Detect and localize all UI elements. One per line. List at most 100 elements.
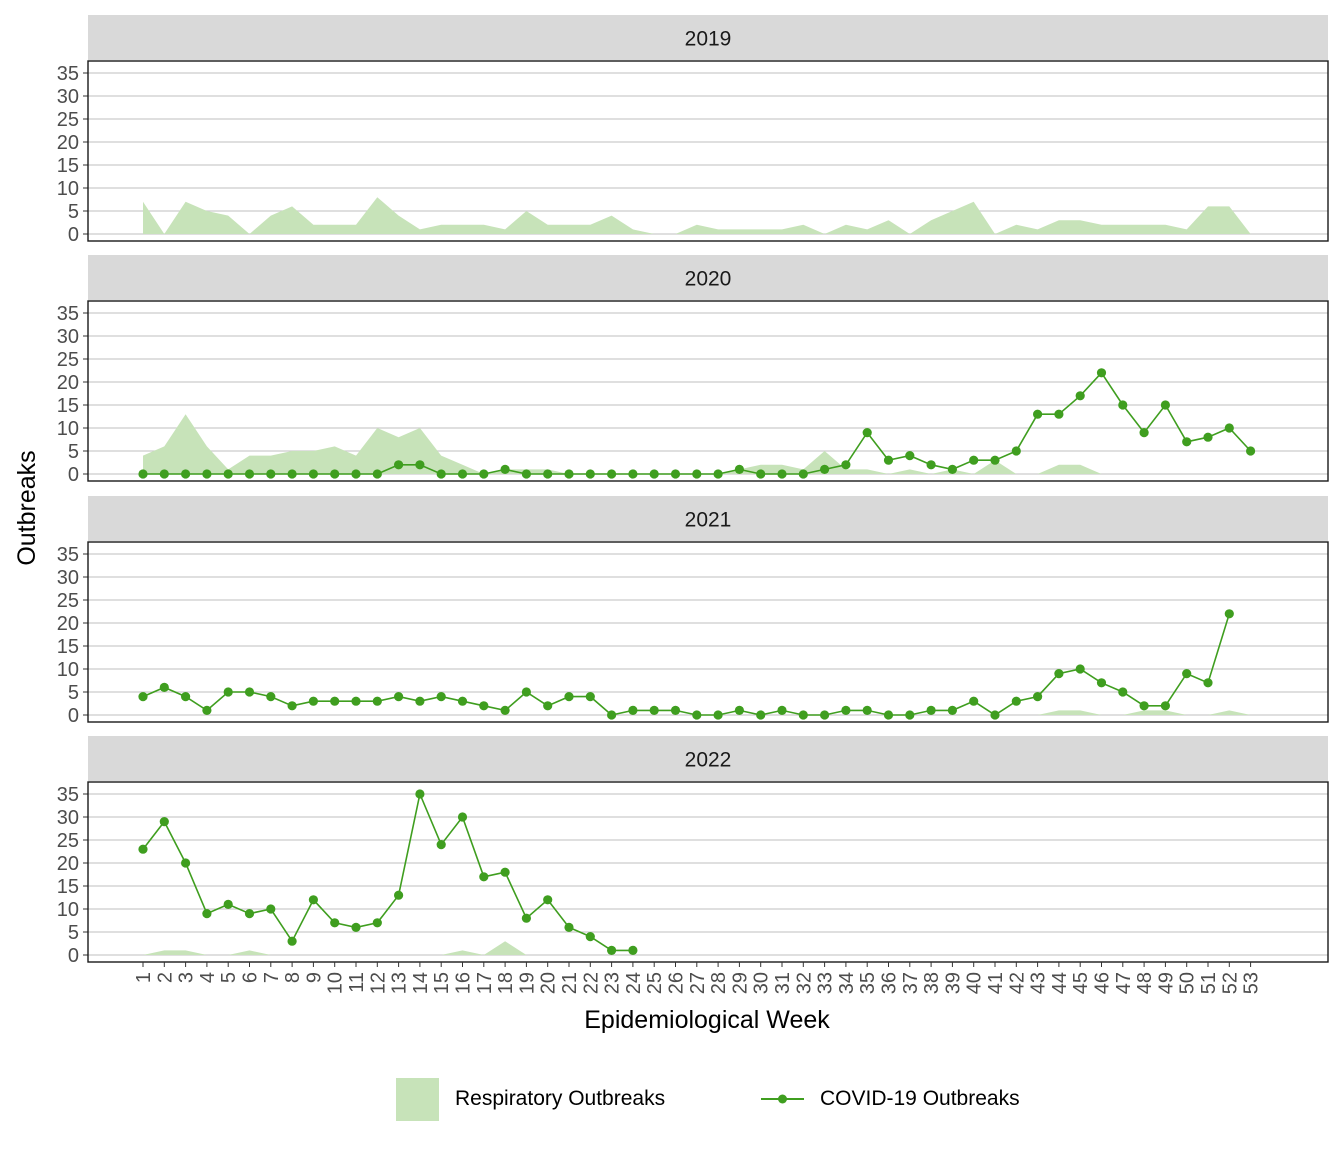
y-axis-title: Outbreaks	[13, 450, 41, 565]
x-tick-label: 14	[410, 972, 432, 994]
covid-point	[1054, 409, 1064, 419]
x-tick-label: 47	[1113, 972, 1135, 994]
covid-point	[372, 696, 382, 706]
legend-label-covid: COVID-19 Outbreaks	[820, 1087, 1020, 1110]
x-axis: 1 2 3 4 5 6 7 8 9 10 11 12 13 14 15 16 17 18 19 20 21 22 23 24 2…	[133, 962, 1263, 994]
covid-point	[266, 692, 276, 702]
respiratory-area	[143, 197, 1251, 234]
respiratory-area	[143, 941, 1251, 955]
x-tick-label: 36	[879, 972, 901, 994]
y-tick-label: 0	[68, 945, 79, 967]
covid-point	[1033, 409, 1043, 419]
y-tick-label: 25	[57, 830, 79, 852]
panel-strip-label: 2019	[685, 28, 732, 51]
covid-point	[308, 469, 318, 479]
covid-point	[266, 469, 276, 479]
covid-point	[969, 455, 979, 465]
y-tick-label: 35	[57, 303, 79, 325]
y-tick-label: 20	[57, 372, 79, 394]
covid-point	[1203, 678, 1213, 688]
y-tick-label: 5	[68, 201, 79, 223]
panel-strip	[88, 255, 1328, 300]
covid-point	[947, 464, 958, 474]
covid-point	[670, 705, 681, 716]
covid-point	[159, 682, 169, 693]
covid-point	[479, 872, 489, 882]
covid-line	[142, 613, 1231, 716]
covid-point	[223, 687, 233, 697]
covid-point	[202, 909, 212, 919]
covid-point	[1203, 432, 1213, 442]
covid-point	[1011, 446, 1021, 456]
covid-point	[607, 945, 617, 956]
y-tick-label: 20	[57, 613, 79, 635]
x-tick-label: 42	[1006, 972, 1028, 994]
x-tick-label: 45	[1070, 972, 1092, 994]
y-tick-label: 30	[57, 326, 79, 348]
panel-strip	[88, 496, 1328, 541]
covid-point	[543, 469, 553, 479]
covid-point	[394, 692, 404, 702]
y-tick-label: 10	[57, 659, 79, 681]
covid-point	[159, 817, 169, 827]
y-tick-label: 5	[68, 922, 79, 944]
covid-point	[926, 460, 936, 470]
y-tick-label: 5	[68, 441, 79, 463]
covid-point	[436, 469, 446, 479]
y-tick-label: 15	[57, 395, 79, 417]
covid-point	[1075, 664, 1085, 674]
covid-point	[820, 710, 830, 720]
x-tick-label: 25	[644, 972, 666, 994]
y-tick-label: 20	[57, 853, 79, 875]
covid-point	[862, 705, 872, 716]
x-tick-label: 52	[1219, 972, 1241, 994]
x-tick-label: 39	[942, 972, 964, 994]
covid-point	[564, 922, 574, 933]
panel-strip	[88, 736, 1328, 781]
covid-point	[1160, 400, 1170, 410]
x-tick-label: 35	[857, 972, 879, 994]
covid-point	[1182, 669, 1192, 679]
covid-point	[394, 890, 404, 900]
x-tick-label: 48	[1134, 972, 1156, 994]
y-tick-label: 30	[57, 567, 79, 589]
covid-point	[521, 913, 532, 923]
covid-point	[543, 895, 553, 905]
x-tick-label: 17	[474, 972, 496, 994]
x-tick-label: 31	[772, 972, 794, 994]
x-tick-label: 9	[303, 972, 325, 983]
covid-point	[266, 904, 276, 914]
x-tick-label: 16	[453, 972, 475, 994]
x-tick-label: 7	[261, 972, 283, 983]
y-tick-label: 15	[57, 636, 79, 658]
covid-point	[1160, 701, 1170, 711]
covid-point	[223, 469, 233, 479]
covid-point	[990, 710, 1000, 720]
covid-point	[244, 909, 255, 919]
covid-point	[500, 705, 510, 716]
covid-point	[436, 692, 446, 702]
covid-point	[287, 469, 297, 479]
covid-point	[479, 469, 489, 479]
legend-swatch-covid	[761, 1094, 804, 1104]
x-tick-label: 1	[133, 972, 155, 983]
covid-point	[607, 469, 617, 479]
covid-point	[841, 460, 851, 470]
covid-point	[692, 710, 702, 720]
x-tick-label: 41	[985, 972, 1007, 994]
covid-point	[1139, 701, 1149, 711]
covid-point	[628, 705, 638, 716]
x-tick-label: 2	[154, 972, 176, 983]
covid-point	[1096, 368, 1107, 378]
x-tick-label: 51	[1198, 972, 1220, 994]
covid-point	[990, 455, 1000, 465]
y-tick-label: 35	[57, 784, 79, 806]
covid-point	[607, 710, 617, 720]
covid-point	[244, 469, 255, 479]
covid-point	[564, 692, 574, 702]
covid-point	[1139, 428, 1149, 438]
y-tick-label: 5	[68, 682, 79, 704]
y-tick-label: 35	[57, 544, 79, 566]
covid-point	[308, 895, 318, 905]
